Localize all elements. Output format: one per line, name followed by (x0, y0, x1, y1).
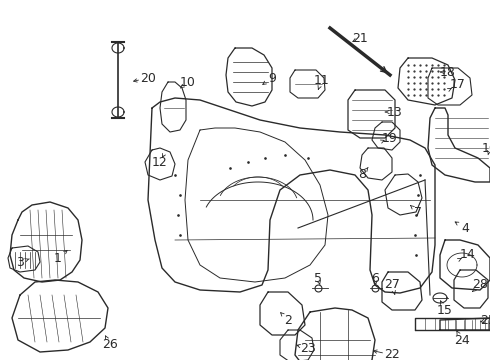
Text: 19: 19 (382, 131, 398, 144)
Text: 21: 21 (352, 31, 368, 45)
Text: 27: 27 (384, 279, 400, 292)
Text: 24: 24 (454, 333, 470, 346)
Text: 11: 11 (314, 73, 330, 86)
Text: 3: 3 (16, 256, 24, 269)
Text: 18: 18 (440, 66, 456, 78)
Text: 20: 20 (140, 72, 156, 85)
Text: 17: 17 (450, 78, 466, 91)
Text: 9: 9 (268, 72, 276, 85)
Text: 6: 6 (371, 271, 379, 284)
Text: 2: 2 (284, 314, 292, 327)
Text: 13: 13 (387, 105, 403, 118)
Text: 22: 22 (384, 348, 400, 360)
Text: 26: 26 (102, 338, 118, 351)
Text: 28: 28 (472, 279, 488, 292)
Text: 23: 23 (300, 342, 316, 355)
Text: 4: 4 (461, 221, 469, 234)
Text: 5: 5 (314, 271, 322, 284)
Text: 14: 14 (460, 248, 476, 261)
Text: 7: 7 (414, 206, 422, 219)
Text: 16: 16 (482, 141, 490, 154)
Text: 25: 25 (480, 314, 490, 327)
Text: 1: 1 (54, 252, 62, 265)
Text: 15: 15 (437, 303, 453, 316)
Text: 10: 10 (180, 76, 196, 89)
Text: 12: 12 (152, 156, 168, 168)
Text: 8: 8 (358, 168, 366, 181)
